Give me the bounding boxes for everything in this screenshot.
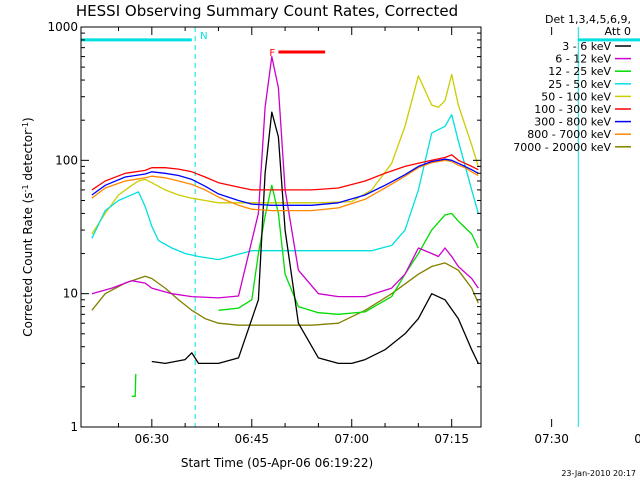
series-line-0-0 [151, 111, 479, 365]
y-axis-label: Corrected Count Rate (s-1 detector-1) [21, 117, 36, 336]
series-line-1-0 [91, 55, 479, 299]
y-tick-label: 1 [70, 420, 78, 434]
legend-label: 25 - 50 keV [548, 78, 611, 91]
y-tick-label: 1000 [47, 20, 78, 34]
plot-area: NF [81, 27, 640, 427]
y-axis-label-main: Corrected Count Rate (s [21, 192, 35, 336]
chart-title: HESSI Observing Summary Count Rates, Cor… [76, 2, 458, 20]
plot-frame [80, 26, 482, 428]
night-label: N [200, 31, 207, 42]
legend-header-line2: Att 0 [605, 25, 631, 38]
series-line-2-0 [131, 373, 137, 397]
x-tick-label: 07:00 [334, 432, 369, 446]
series-line-2-1 [218, 184, 479, 315]
x-tick-group: 06:30 06:45 07:00 07:15 07:30 07:45 [118, 27, 640, 446]
legend-label: 300 - 800 keV [534, 116, 611, 129]
series-line-5-0 [91, 154, 479, 191]
x-tick-label: 06:45 [234, 432, 269, 446]
series-line-3-0 [91, 114, 479, 261]
y-axis-label-exp2: -1 [21, 122, 30, 130]
legend-label: 3 - 6 keV [562, 40, 611, 53]
x-tick-label: 07:30 [534, 432, 569, 446]
y-tick-group: 1 10 100 1000 [47, 20, 481, 434]
series-line-4-0 [91, 73, 479, 235]
x-tick-label: 07:45 [634, 432, 640, 446]
y-axis-label-end: ) [21, 117, 35, 122]
legend-label: 6 - 12 keV [555, 53, 611, 66]
series-line-7-0 [91, 159, 479, 212]
series-line-8-0 [91, 262, 479, 326]
y-tick-label: 100 [55, 153, 78, 167]
x-tick-label: 07:15 [434, 432, 469, 446]
y-tick-label: 10 [63, 287, 78, 301]
legend-label: 800 - 7000 keV [527, 128, 611, 141]
legend-label: 50 - 100 keV [541, 90, 611, 103]
series-line-6-0 [91, 158, 479, 206]
legend-label: 100 - 300 keV [534, 103, 611, 116]
flare-label: F [269, 48, 275, 59]
date-stamp: 23-Jan-2010 20:17 [561, 469, 636, 478]
x-axis-label: Start Time (05-Apr-06 06:19:22) [181, 456, 373, 470]
x-tick-label: 06:30 [135, 432, 170, 446]
y-axis-label-mid: detector [21, 130, 35, 185]
legend-header-line1: Det 1,3,4,5,6,9, [545, 13, 631, 26]
legend-label: 7000 - 20000 keV [513, 141, 611, 154]
legend-label: 12 - 25 keV [548, 65, 611, 78]
y-axis-label-exp1: -1 [21, 184, 30, 192]
